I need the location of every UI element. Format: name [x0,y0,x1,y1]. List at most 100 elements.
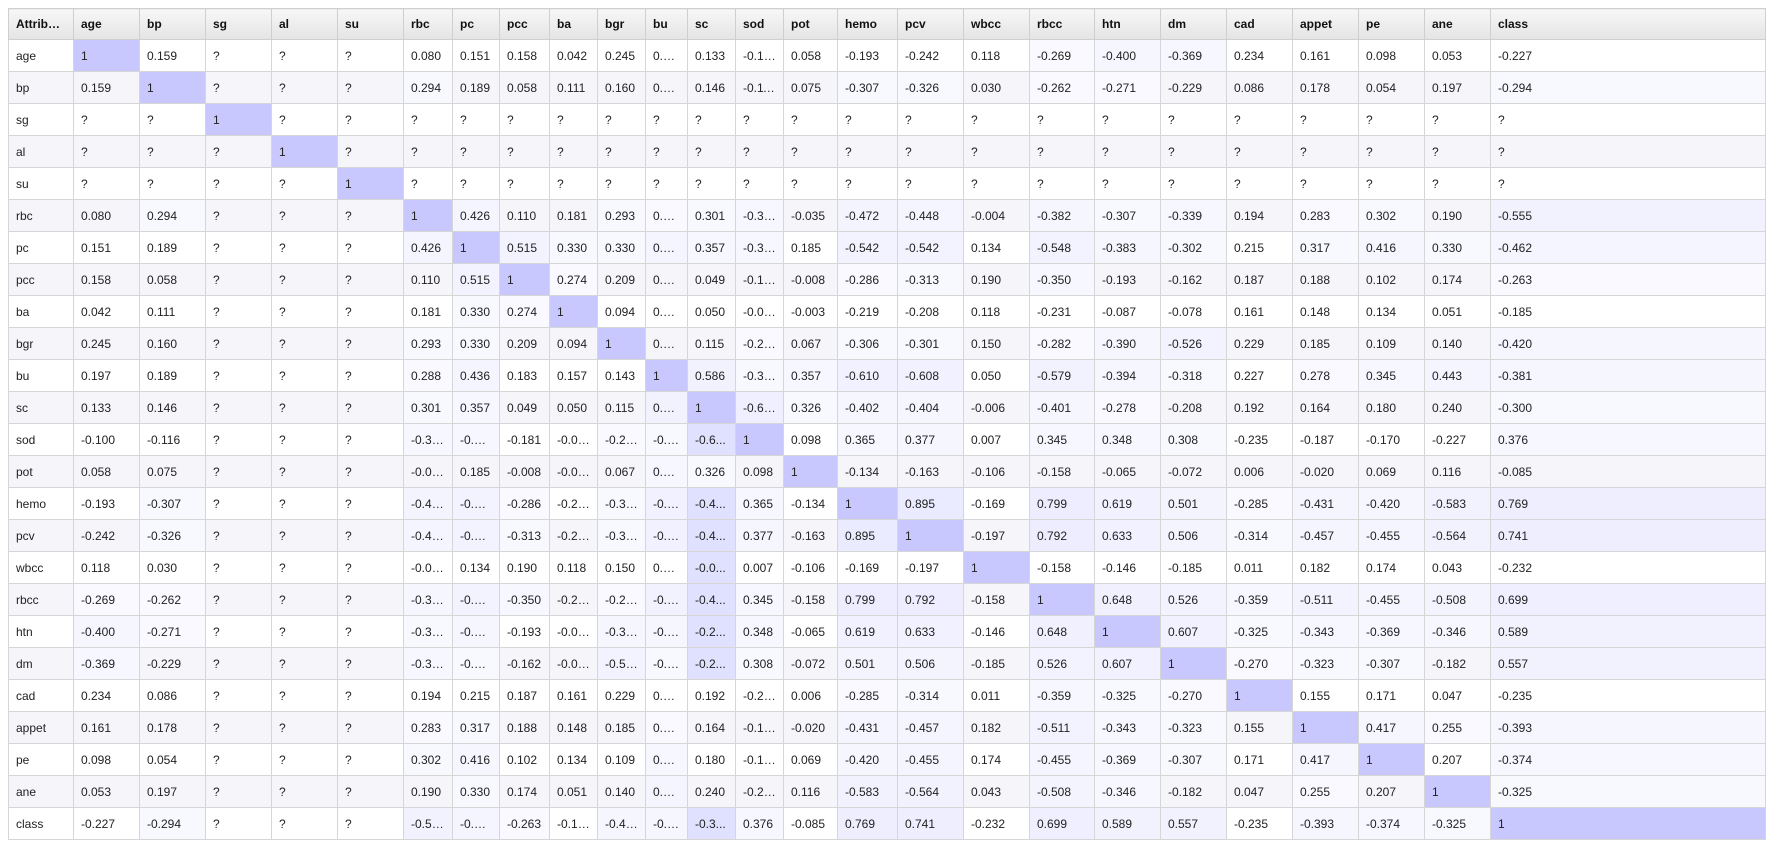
row-header-sg: sg [8,103,74,136]
cell-al-sc: ? [687,135,736,168]
cell-ane-age: 0.053 [73,775,140,808]
row-header-ba: ba [8,295,74,328]
column-header-pot[interactable]: pot [783,8,838,40]
cell-bu-pcc: 0.183 [499,359,550,392]
cell-age-pcv: -0.242 [897,39,964,72]
cell-rbcc-class: 0.699 [1490,583,1766,616]
cell-rbc-al: ? [271,199,338,232]
cell-ba-rbcc: -0.231 [1029,295,1095,328]
cell-sc-bgr: 0.115 [597,391,646,424]
row-header-age: age [8,39,74,72]
cell-al-sg: ? [205,135,272,168]
column-header-rbc[interactable]: rbc [403,8,453,40]
cell-ba-al: ? [271,295,338,328]
column-header-ane[interactable]: ane [1424,8,1491,40]
column-header-class[interactable]: class [1490,8,1766,40]
column-header-sod[interactable]: sod [735,8,784,40]
cell-pe-wbcc: 0.174 [963,743,1030,776]
column-header-dm[interactable]: dm [1160,8,1227,40]
cell-pot-sg: ? [205,455,272,488]
cell-pot-wbcc: -0.106 [963,455,1030,488]
column-header-age[interactable]: age [73,8,140,40]
column-header-pcv[interactable]: pcv [897,8,964,40]
cell-pcc-pot: -0.008 [783,263,838,296]
cell-bgr-pcv: -0.301 [897,327,964,360]
cell-age-bu: 0.197 [645,39,688,72]
cell-dm-pe: -0.307 [1358,647,1425,680]
cell-ba-bgr: 0.094 [597,295,646,328]
cell-sc-bu: 0.586 [645,391,688,424]
column-header-bgr[interactable]: bgr [597,8,646,40]
cell-age-bgr: 0.245 [597,39,646,72]
cell-wbcc-age: 0.118 [73,551,140,584]
column-header-appet[interactable]: appet [1292,8,1359,40]
cell-class-pcc: -0.263 [499,807,550,840]
cell-pc-pe: 0.416 [1358,231,1425,264]
cell-pcc-cad: 0.187 [1226,263,1293,296]
cell-appet-htn: -0.343 [1094,711,1161,744]
cell-bu-bu: 1 [645,359,688,392]
cell-htn-htn: 1 [1094,615,1161,648]
cell-sg-rbcc: ? [1029,103,1095,136]
cell-pe-pcv: -0.455 [897,743,964,776]
cell-pcc-rbc: 0.110 [403,263,453,296]
cell-htn-pc: -0.383 [452,615,500,648]
cell-age-su: ? [337,39,404,72]
column-header-bp[interactable]: bp [139,8,206,40]
column-header-al[interactable]: al [271,8,338,40]
column-header-pc[interactable]: pc [452,8,500,40]
cell-cad-al: ? [271,679,338,712]
cell-sc-al: ? [271,391,338,424]
cell-age-dm: -0.369 [1160,39,1227,72]
cell-cad-ane: 0.047 [1424,679,1491,712]
cell-age-ba: 0.042 [549,39,598,72]
cell-pcv-pe: -0.455 [1358,519,1425,552]
column-header-su[interactable]: su [337,8,404,40]
cell-pc-bgr: 0.330 [597,231,646,264]
cell-al-ane: ? [1424,135,1491,168]
column-header-pe[interactable]: pe [1358,8,1425,40]
cell-sod-rbcc: 0.345 [1029,423,1095,456]
cell-hemo-pcc: -0.286 [499,487,550,520]
cell-al-wbcc: ? [963,135,1030,168]
cell-wbcc-su: ? [337,551,404,584]
cell-ane-sod: -0.227 [735,775,784,808]
cell-class-pcv: 0.741 [897,807,964,840]
column-header-rbcc[interactable]: rbcc [1029,8,1095,40]
column-header-bu[interactable]: bu [645,8,688,40]
cell-sc-cad: 0.192 [1226,391,1293,424]
column-header-wbcc[interactable]: wbcc [963,8,1030,40]
cell-pe-sg: ? [205,743,272,776]
column-header-sc[interactable]: sc [687,8,736,40]
cell-dm-hemo: 0.501 [837,647,898,680]
cell-rbc-bu: 0.288 [645,199,688,232]
column-header-ba[interactable]: ba [549,8,598,40]
row-header-rbc: rbc [8,199,74,232]
cell-pcv-al: ? [271,519,338,552]
column-header-htn[interactable]: htn [1094,8,1161,40]
cell-wbcc-pcc: 0.190 [499,551,550,584]
cell-sc-hemo: -0.402 [837,391,898,424]
cell-appet-bp: 0.178 [139,711,206,744]
cell-ba-sg: ? [205,295,272,328]
column-header-pcc[interactable]: pcc [499,8,550,40]
row-header-pot: pot [8,455,74,488]
cell-sg-su: ? [337,103,404,136]
cell-al-pot: ? [783,135,838,168]
cell-al-bp: ? [139,135,206,168]
cell-bp-class: -0.294 [1490,71,1766,104]
cell-su-htn: ? [1094,167,1161,200]
column-header-cad[interactable]: cad [1226,8,1293,40]
column-header-attributes[interactable]: Attribut... [8,8,74,40]
cell-bu-sod: -0.323 [735,359,784,392]
cell-bp-su: ? [337,71,404,104]
column-header-sg[interactable]: sg [205,8,272,40]
cell-al-al: 1 [271,135,338,168]
cell-appet-wbcc: 0.182 [963,711,1030,744]
cell-sc-appet: 0.164 [1292,391,1359,424]
column-header-hemo[interactable]: hemo [837,8,898,40]
cell-pc-sod: -0.359 [735,231,784,264]
cell-ba-rbc: 0.181 [403,295,453,328]
cell-pe-ba: 0.134 [549,743,598,776]
cell-cad-ba: 0.161 [549,679,598,712]
